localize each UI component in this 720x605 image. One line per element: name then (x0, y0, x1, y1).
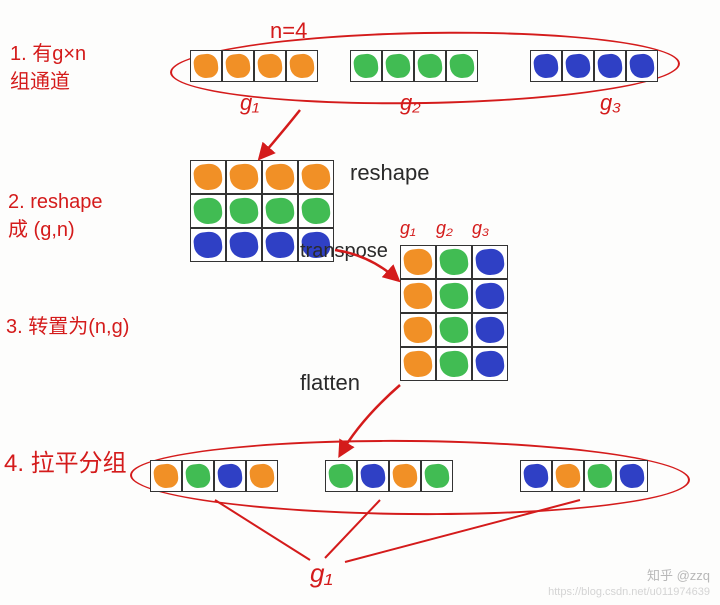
tg2: g₂ (436, 218, 453, 239)
top-group-1 (190, 50, 318, 82)
cell (222, 50, 254, 82)
step-2-line2: 成 (g,n) (8, 218, 75, 242)
cell (325, 460, 357, 492)
cell (382, 50, 414, 82)
bottom-group-1 (150, 460, 278, 492)
cell (400, 347, 436, 381)
cell (400, 313, 436, 347)
cell (436, 347, 472, 381)
cell (552, 460, 584, 492)
bottom-g1-label: g₁ (310, 558, 333, 589)
cell (226, 228, 262, 262)
cell (436, 245, 472, 279)
cell (214, 460, 246, 492)
cell (414, 50, 446, 82)
step-2-line1: 2. reshape (8, 190, 103, 214)
bottom-group-2 (325, 460, 453, 492)
cell (350, 50, 382, 82)
cell (400, 279, 436, 313)
step-3: 3. 转置为(n,g) (6, 315, 129, 339)
cell (436, 279, 472, 313)
step-1-line2: 组通道 (10, 70, 70, 94)
cell (421, 460, 453, 492)
cell (190, 50, 222, 82)
cell (472, 313, 508, 347)
cell (436, 313, 472, 347)
cell (472, 279, 508, 313)
watermark-line1: 知乎 @zzq (548, 568, 710, 585)
cell (584, 460, 616, 492)
flatten-label: flatten (300, 370, 360, 396)
cell (530, 50, 562, 82)
cell (616, 460, 648, 492)
cell (262, 228, 298, 262)
top-g1-label: g₁ (240, 90, 259, 116)
cell (254, 50, 286, 82)
transpose-label: transpose (300, 240, 388, 263)
cell (594, 50, 626, 82)
top-g3-label: g₃ (600, 90, 621, 116)
cell (472, 245, 508, 279)
cell (150, 460, 182, 492)
cell (226, 160, 262, 194)
cell (190, 194, 226, 228)
cell (520, 460, 552, 492)
tg1: g₁ (400, 218, 416, 239)
cell (298, 194, 334, 228)
transpose-grid (400, 245, 508, 381)
cell (190, 228, 226, 262)
cell (246, 460, 278, 492)
cell (357, 460, 389, 492)
cell (262, 194, 298, 228)
cell (400, 245, 436, 279)
cell (298, 160, 334, 194)
top-g2-label: g₂ (400, 90, 421, 116)
cell (262, 160, 298, 194)
watermark-line2: https://blog.csdn.net/u011974639 (548, 585, 710, 599)
cell (626, 50, 658, 82)
reshape-label: reshape (350, 160, 430, 186)
cell (190, 160, 226, 194)
cell (446, 50, 478, 82)
cell (286, 50, 318, 82)
top-group-2 (350, 50, 478, 82)
cell (472, 347, 508, 381)
cell (182, 460, 214, 492)
cell (562, 50, 594, 82)
watermark: 知乎 @zzq https://blog.csdn.net/u011974639 (548, 568, 710, 599)
top-group-3 (530, 50, 658, 82)
tg3: g₃ (472, 218, 489, 239)
step-4: 4. 拉平分组 (4, 450, 127, 479)
cell (389, 460, 421, 492)
cell (226, 194, 262, 228)
bottom-group-3 (520, 460, 648, 492)
step-1-line1: 1. 有g×n (10, 42, 86, 66)
